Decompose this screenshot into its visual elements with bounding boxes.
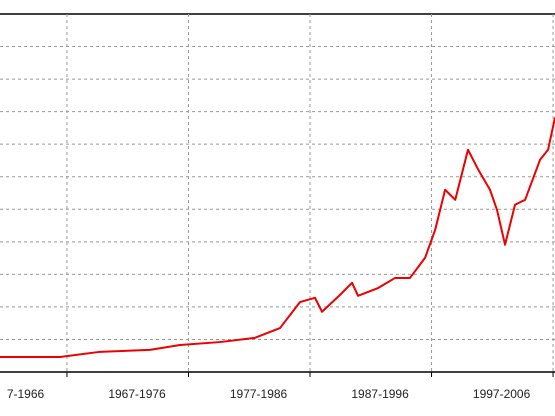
x-tick-label: 1997-2006 <box>473 387 531 401</box>
x-tick-label: 7-1966 <box>7 387 45 401</box>
data-line <box>0 117 555 359</box>
x-tick-label: 1967-1976 <box>108 387 166 401</box>
x-tick-label: 1987-1996 <box>351 387 409 401</box>
x-tick-label: 1977-1986 <box>230 387 288 401</box>
